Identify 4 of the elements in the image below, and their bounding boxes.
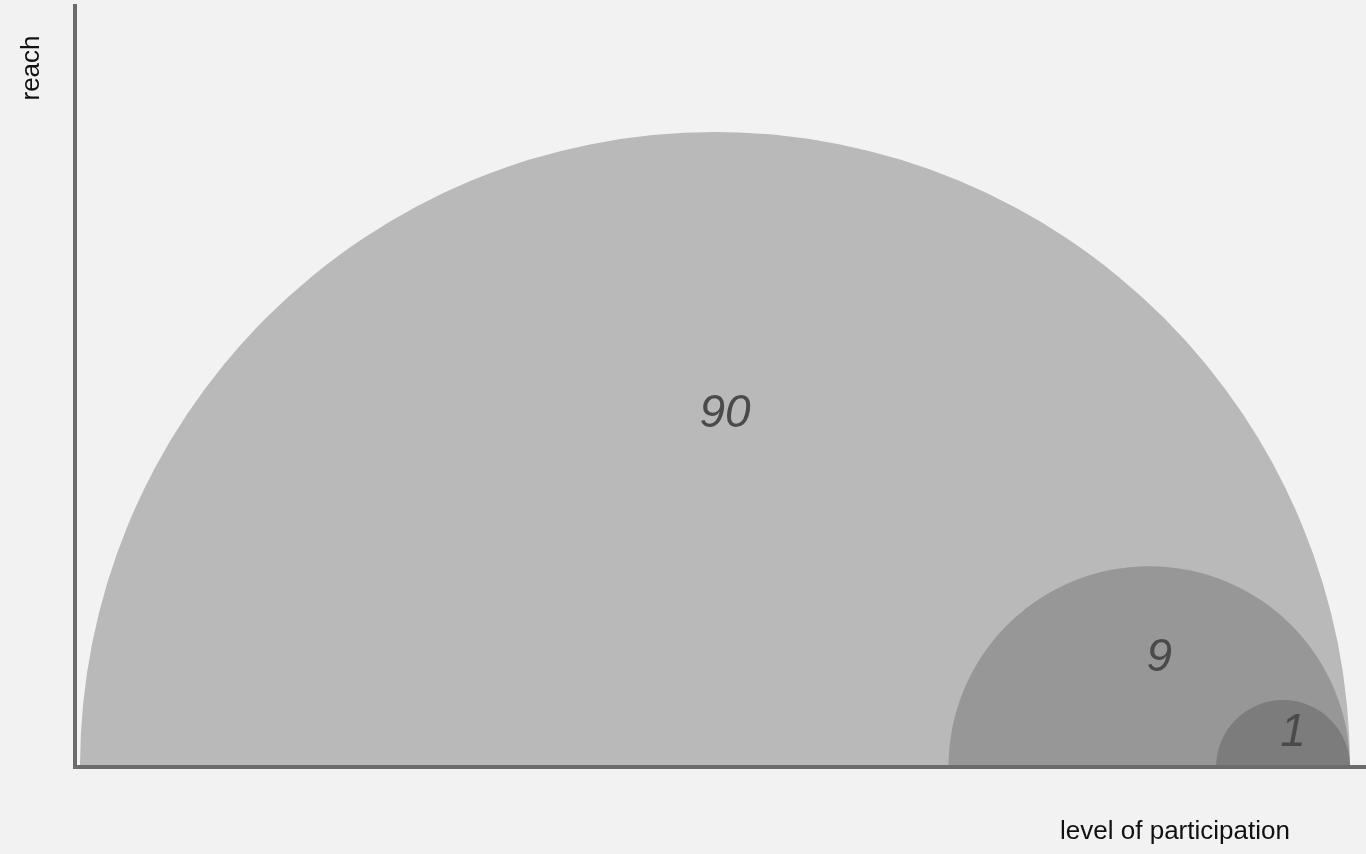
text: reach <box>15 35 45 101</box>
data-label: 90 <box>699 385 751 438</box>
text: level of participation <box>1060 815 1290 845</box>
data-label: 9 <box>1146 628 1172 681</box>
